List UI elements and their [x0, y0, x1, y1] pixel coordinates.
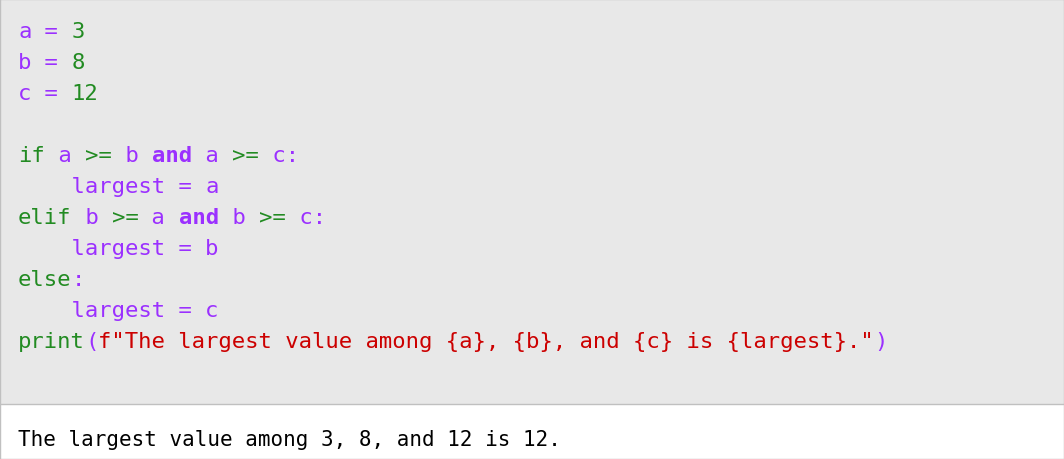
Text: largest: largest: [18, 177, 165, 196]
Text: f"The largest value among {a}, {b}, and {c} is {largest}.": f"The largest value among {a}, {b}, and …: [98, 331, 874, 351]
Text: 3: 3: [71, 22, 85, 42]
Text: else: else: [18, 269, 71, 289]
Bar: [0, 404, 1064, 459]
Text: =: =: [31, 22, 71, 42]
Text: =: =: [165, 177, 205, 196]
Text: b: b: [71, 207, 112, 228]
Text: >=: >=: [85, 146, 112, 166]
Text: c:: c:: [285, 207, 326, 228]
Text: =: =: [31, 84, 71, 104]
Text: The largest value among 3, 8, and 12 is 12.: The largest value among 3, 8, and 12 is …: [18, 429, 561, 449]
Text: and: and: [179, 207, 218, 228]
Text: b: b: [112, 146, 152, 166]
Text: a: a: [192, 146, 232, 166]
Text: =: =: [165, 300, 205, 320]
Text: >=: >=: [112, 207, 138, 228]
Text: (: (: [85, 331, 98, 351]
Text: print: print: [18, 331, 85, 351]
Text: b: b: [18, 53, 31, 73]
Text: c: c: [205, 300, 218, 320]
Text: largest: largest: [18, 239, 165, 258]
Text: 8: 8: [71, 53, 85, 73]
Text: b: b: [205, 239, 218, 258]
Text: b: b: [218, 207, 259, 228]
Text: =: =: [31, 53, 71, 73]
Text: c:: c:: [259, 146, 299, 166]
Text: a: a: [18, 22, 31, 42]
Text: 12: 12: [71, 84, 98, 104]
Text: c: c: [18, 84, 31, 104]
Text: =: =: [165, 239, 205, 258]
Text: >=: >=: [259, 207, 285, 228]
Text: >=: >=: [232, 146, 259, 166]
Text: a: a: [138, 207, 179, 228]
Text: a: a: [45, 146, 85, 166]
Text: largest: largest: [18, 300, 165, 320]
Text: elif: elif: [18, 207, 71, 228]
Text: if: if: [18, 146, 45, 166]
Text: ): ): [874, 331, 887, 351]
Text: and: and: [152, 146, 192, 166]
Text: :: :: [71, 269, 85, 289]
Text: a: a: [205, 177, 218, 196]
